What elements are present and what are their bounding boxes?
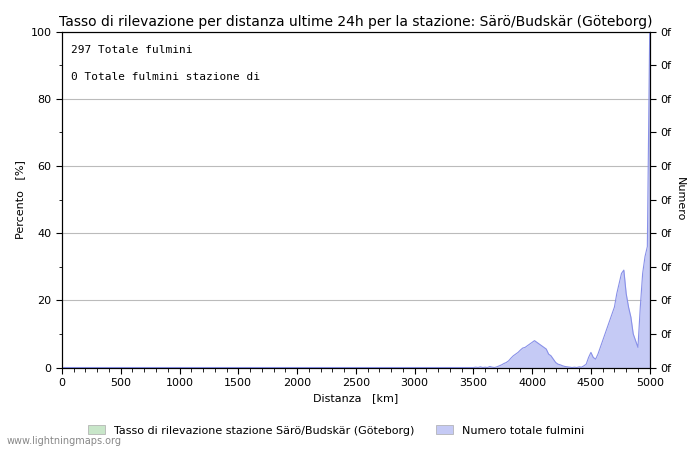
Y-axis label: Percento   [%]: Percento [%]	[15, 160, 25, 239]
Text: 0 Totale fulmini stazione di: 0 Totale fulmini stazione di	[71, 72, 260, 82]
Text: 297 Totale fulmini: 297 Totale fulmini	[71, 45, 192, 55]
Legend: Tasso di rilevazione stazione Särö/Budskär (Göteborg), Numero totale fulmini: Tasso di rilevazione stazione Särö/Budsk…	[83, 421, 589, 440]
Y-axis label: Numero: Numero	[675, 177, 685, 222]
Text: www.lightningmaps.org: www.lightningmaps.org	[7, 436, 122, 446]
Title: Tasso di rilevazione per distanza ultime 24h per la stazione: Särö/Budskär (Göte: Tasso di rilevazione per distanza ultime…	[59, 15, 652, 29]
X-axis label: Distanza   [km]: Distanza [km]	[313, 393, 398, 404]
